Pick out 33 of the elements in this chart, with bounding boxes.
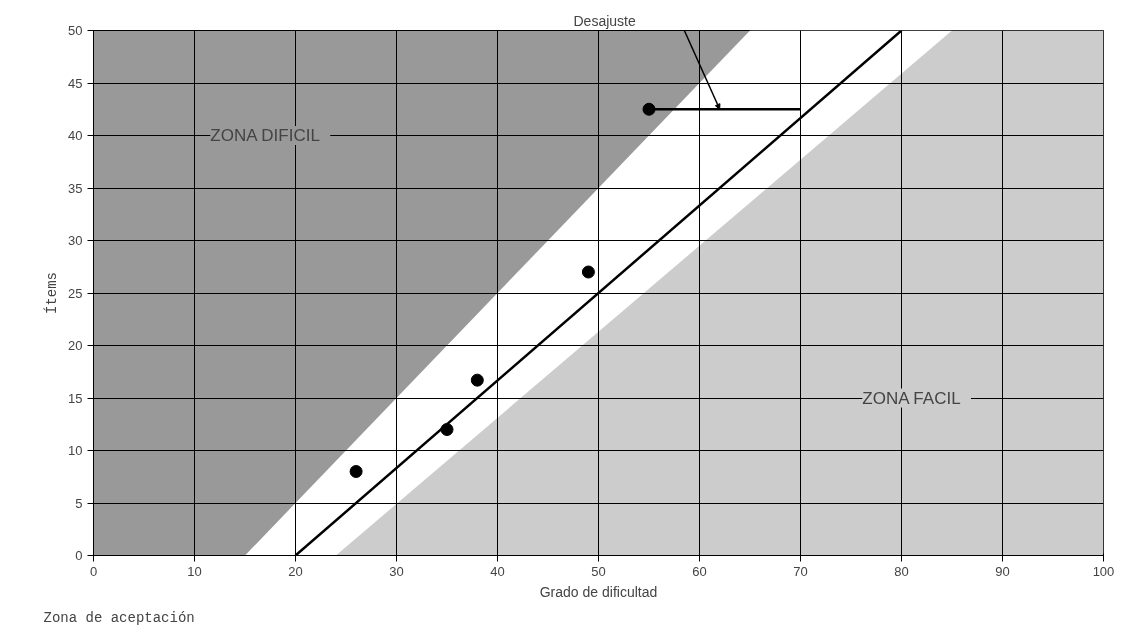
x-tick-label: 100 [1092, 563, 1115, 579]
y-tick-label: 40 [68, 128, 83, 143]
y-tick-label: 45 [68, 75, 83, 91]
text: Zona de aceptación [43, 609, 195, 626]
y-tick-label: 25 [68, 285, 83, 301]
y-tick-label: 50 [68, 23, 83, 38]
point [642, 102, 656, 116]
x-tick-label: 90 [995, 563, 1010, 579]
y-axis-title: Ítems [43, 271, 61, 314]
point [349, 465, 363, 478]
x-tick-label: 30 [389, 563, 404, 579]
y-tick-label: 10 [68, 443, 83, 458]
x-tick-label: 80 [894, 563, 909, 579]
x-tick-label: 50 [591, 563, 606, 579]
annotation: ZONA DIFICIL [210, 126, 320, 145]
y-tick-label: 15 [68, 390, 83, 406]
y-tick-label: 30 [68, 233, 83, 248]
x-tick-label: 70 [793, 563, 808, 579]
point [440, 423, 454, 436]
x-tick-label: 60 [692, 563, 707, 579]
x-axis-title: Grado de dificultad [539, 583, 658, 600]
y-tick-label: 35 [68, 180, 83, 196]
x-tick-label: 40 [490, 563, 505, 579]
text: Desajuste [573, 12, 636, 29]
point [581, 265, 595, 279]
x-tick-label: 10 [187, 563, 202, 579]
y-tick-label: 20 [68, 338, 83, 353]
y-tick-label: 0 [75, 548, 83, 563]
x-tick-label: 20 [288, 563, 303, 579]
y-tick-label: 5 [75, 495, 83, 511]
point [470, 373, 484, 387]
x-tick-label: 0 [89, 563, 98, 579]
annotation: ZONA FACIL [862, 388, 961, 408]
